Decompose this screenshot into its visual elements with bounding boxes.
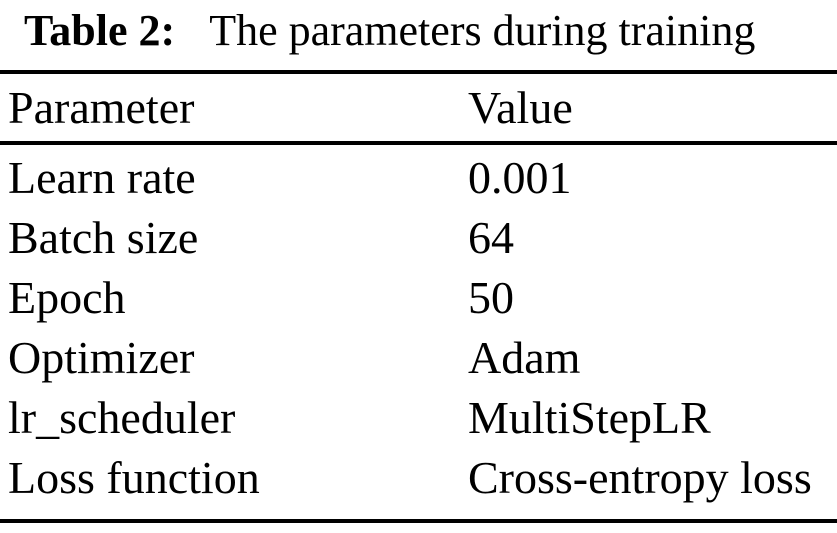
param-cell: lr_scheduler	[8, 392, 236, 443]
table-caption-text: The parameters during training	[209, 6, 756, 55]
table-caption: Table 2: The parameters during training	[0, 0, 837, 70]
table-row: Batch size 64	[0, 208, 837, 268]
header-cell-parameter: Parameter	[8, 82, 195, 133]
table-header-row: Parameter Value	[0, 74, 837, 145]
header-cell-value: Value	[468, 82, 573, 133]
table-row: Optimizer Adam	[0, 328, 837, 388]
param-cell: Optimizer	[8, 332, 195, 383]
table-row: Loss function Cross-entropy loss	[0, 448, 837, 508]
value-cell: Cross-entropy loss	[468, 452, 812, 503]
value-cell: 64	[468, 212, 514, 263]
param-cell: Epoch	[8, 272, 126, 323]
parameters-table: Parameter Value Learn rate 0.001 Batch s…	[0, 70, 837, 523]
value-cell: 50	[468, 272, 514, 323]
table-row: lr_scheduler MultiStepLR	[0, 388, 837, 448]
param-cell: Loss function	[8, 452, 260, 503]
value-cell: Adam	[468, 332, 581, 383]
value-cell: MultiStepLR	[468, 392, 711, 443]
param-cell: Batch size	[8, 212, 199, 263]
table-row: Epoch 50	[0, 268, 837, 328]
param-cell: Learn rate	[8, 152, 196, 203]
table-row: Learn rate 0.001	[0, 148, 837, 208]
value-cell: 0.001	[468, 152, 572, 203]
table-body: Learn rate 0.001 Batch size 64 Epoch 50 …	[0, 145, 837, 519]
table-caption-label: Table 2:	[24, 6, 176, 55]
